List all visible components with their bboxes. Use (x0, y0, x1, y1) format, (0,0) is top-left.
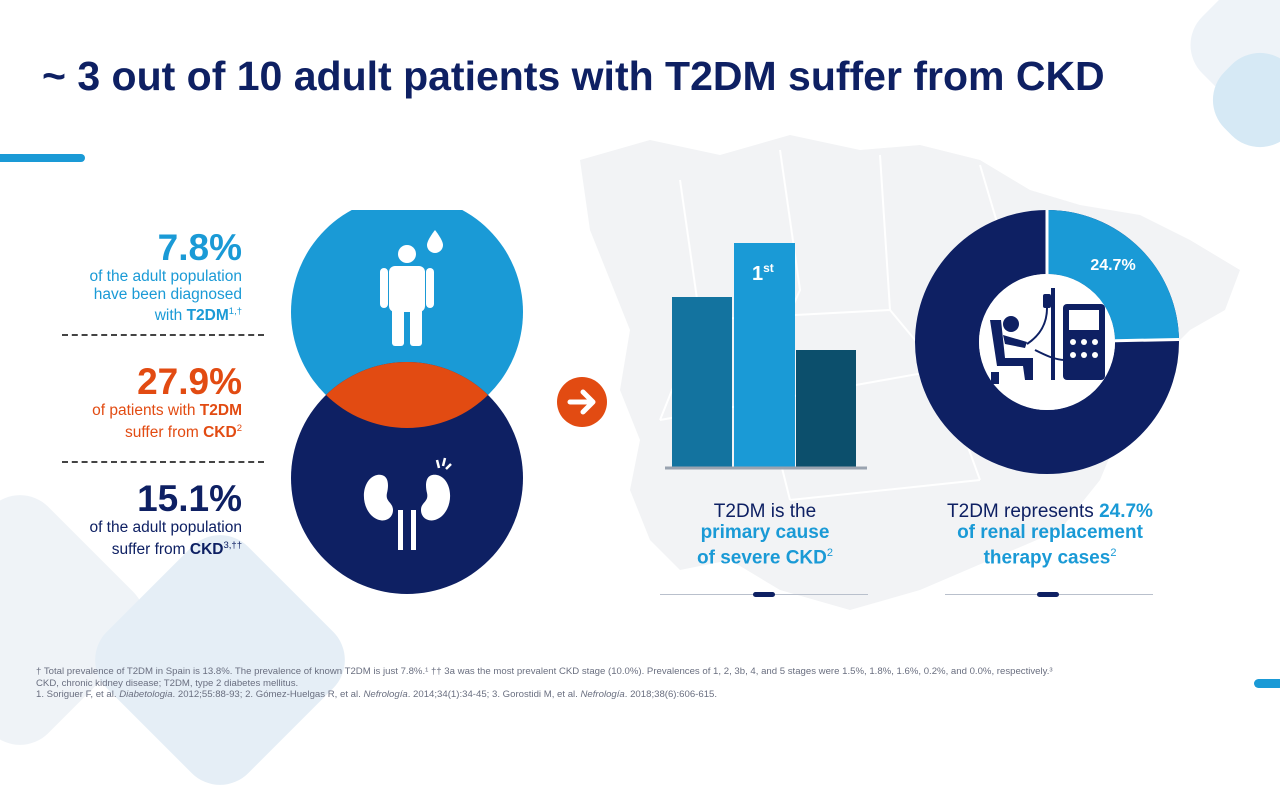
caption-ref-sup: 2 (1110, 547, 1117, 559)
donut-percent-label: 24.7% (1090, 257, 1135, 274)
caption-bold: of severe CKD (696, 547, 827, 569)
reference-text: . 2012;55:88-93; 2. Gómez-Huelgas R, et … (172, 689, 364, 700)
stat-ref-sup: 3,†† (223, 539, 243, 551)
dialysis-patient-icon (990, 288, 1105, 384)
page-title: ~ 3 out of 10 adult patients with T2DM s… (42, 53, 1105, 99)
stat-ref-sup: 1,† (228, 306, 242, 317)
caption-line: T2DM represents 24.7% (920, 501, 1180, 522)
stat-desc-line: of patients with T2DM (92, 402, 242, 420)
dashed-divider (62, 334, 264, 336)
stat-ref-sup: 2 (236, 422, 242, 434)
caption-text: T2DM represents (947, 501, 1100, 522)
stat-value: 7.8% (157, 227, 242, 268)
reference-text: . 2018;38(6):606-615. (624, 689, 718, 700)
stat-desc-line: of the adult population (89, 268, 242, 285)
bar-caption: T2DM is the primary cause of severe CKD2 (660, 501, 870, 568)
stat-desc-text: of patients with (92, 402, 200, 419)
caption-line: therapy cases2 (920, 543, 1180, 568)
footnotes: † Total prevalence of T2DM in Spain is 1… (36, 666, 1216, 701)
donut-highlight-slice (1045, 210, 1179, 342)
kidneys-icon (363, 457, 452, 550)
stat-desc-line: suffer from CKD3,†† (89, 537, 242, 559)
stat-desc-line: of the adult population (89, 519, 242, 536)
stat-desc-bold: CKD (189, 540, 224, 558)
stat-desc-text: with (154, 307, 187, 325)
caption-bold: 24.7% (1099, 501, 1153, 522)
caption-line: primary cause (660, 522, 870, 543)
stat-desc-line: with T2DM1,† (89, 303, 242, 325)
reference-journal: Nefrología (363, 689, 408, 700)
caption-line: of renal replacement (920, 522, 1180, 543)
stat-value: 27.9% (137, 361, 242, 402)
caption-bold: of renal replacement (957, 522, 1143, 543)
caption-ref-sup: 2 (826, 547, 833, 559)
caption-line: of severe CKD2 (660, 543, 870, 568)
stat-desc-text: suffer from (111, 540, 190, 558)
footnote-line: CKD, chronic kidney disease; T2DM, type … (36, 677, 299, 689)
footnote-line: † Total prevalence of T2DM in Spain is 1… (36, 666, 1053, 677)
arrow-right-icon (567, 389, 596, 415)
next-arrow-button (557, 377, 607, 427)
stat-description: of the adult population suffer from CKD3… (89, 519, 242, 558)
t2dm-circle (291, 210, 523, 428)
dashed-divider (62, 461, 264, 463)
stat-desc-bold: T2DM (186, 307, 229, 325)
reference-journal: Nefrología (580, 689, 625, 700)
reference-text: 1. Soriguer F, et al. (36, 689, 120, 700)
donut-caption-pill (1037, 592, 1059, 597)
ckd-circle (291, 362, 523, 594)
bar-right (796, 350, 856, 467)
bar-left (672, 297, 732, 467)
caption-bold: primary cause (700, 522, 830, 543)
caption-bold: therapy cases (983, 547, 1111, 569)
bar-chart: 1st (665, 243, 867, 470)
bar-middle (734, 243, 795, 467)
stat-desc-bold: T2DM (199, 402, 242, 419)
reference-text: . 2014;34(1):34-45; 3. Gorostidi M, et a… (407, 689, 581, 700)
stat-desc-text: suffer from (125, 423, 204, 441)
stat-description: of patients with T2DM suffer from CKD2 (92, 402, 242, 441)
title-accent-bar (0, 154, 85, 162)
donut-gap (1114, 338, 1180, 343)
stat-description: of the adult population have been diagno… (89, 268, 242, 325)
donut-chart: 24.7% (915, 210, 1180, 474)
corner-accent-bar (1254, 679, 1280, 688)
stat-diagnosed-t2dm: 7.8% of the adult population have been d… (89, 228, 242, 325)
reference-journal: Diabetologia (119, 689, 173, 700)
donut-caption: T2DM represents 24.7% of renal replaceme… (920, 501, 1180, 568)
stat-desc-line: have been diagnosed (93, 285, 242, 303)
person-drop-icon (380, 230, 443, 346)
stat-desc-line: suffer from CKD2 (92, 420, 242, 442)
venn-diagram (291, 210, 523, 594)
references-line: 1. Soriguer F, et al. Diabetologia. 2012… (36, 689, 1216, 701)
stat-value: 15.1% (137, 478, 242, 519)
bar-rank-label: 1st (752, 261, 774, 285)
stat-ckd-adults: 15.1% of the adult population suffer fro… (89, 479, 242, 558)
stat-desc-bold: CKD (203, 423, 237, 441)
caption-line: T2DM is the (713, 501, 817, 522)
bar-caption-pill (753, 592, 775, 597)
stat-ckd-in-t2dm: 27.9% of patients with T2DM suffer from … (92, 362, 242, 441)
